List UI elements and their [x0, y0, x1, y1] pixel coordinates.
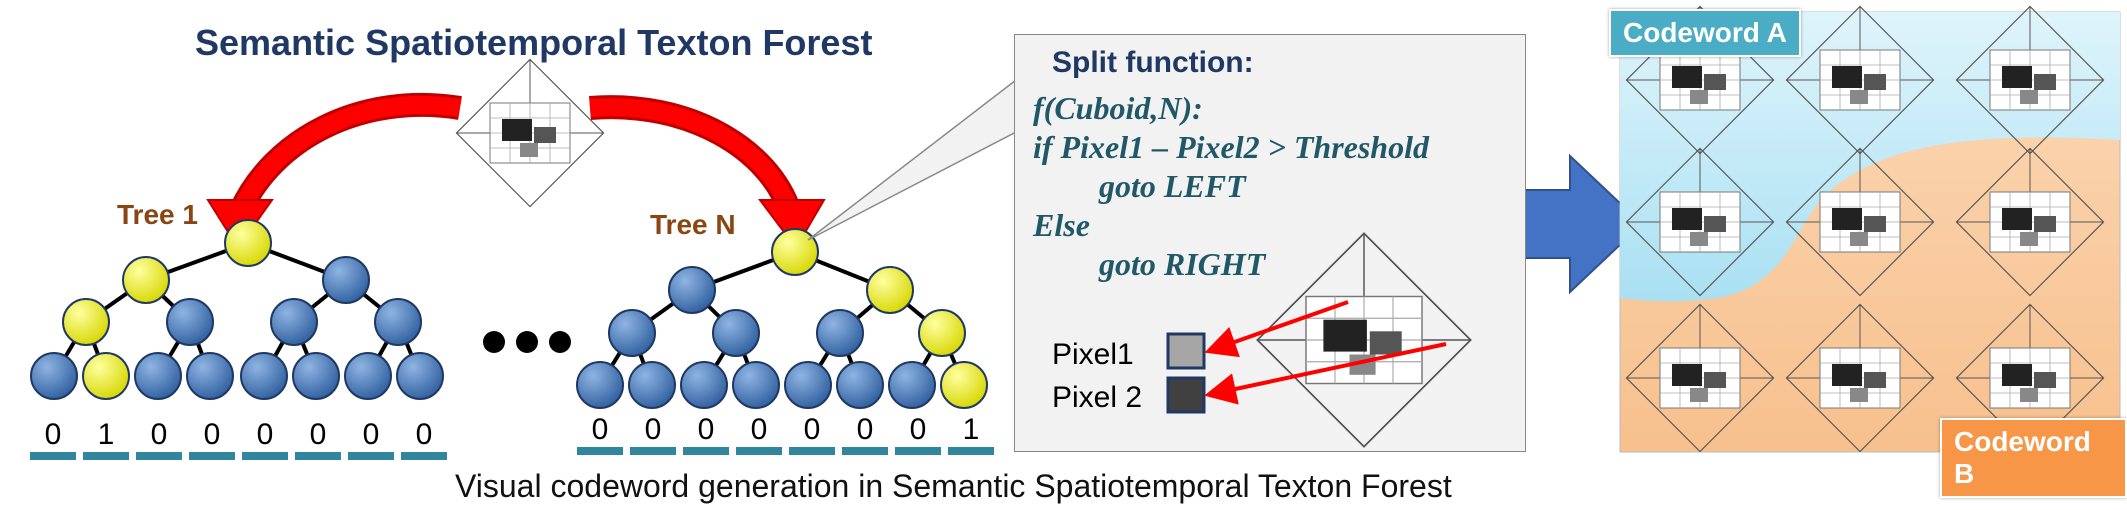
tree1-node-l2c	[270, 298, 318, 346]
tree1-bit: 0	[362, 418, 380, 451]
treeN-leaf-8	[940, 361, 988, 409]
tree1-node-l1a	[122, 256, 170, 304]
treeN-bit-bars	[577, 447, 994, 455]
tree1-nodes	[30, 219, 444, 400]
treeN-node-l2a	[608, 309, 656, 357]
top-cuboid	[455, 58, 605, 208]
pixel2-label: Pixel 2	[1052, 381, 1143, 414]
tree1-bit: 1	[97, 418, 115, 451]
treeN-node-root	[771, 228, 819, 276]
treeN-node-l2d	[918, 309, 966, 357]
tree1-leaf-7	[344, 352, 392, 400]
split-code-line: Else	[1033, 207, 1090, 243]
treeN-label: Tree N	[650, 209, 736, 240]
tree1-leaf-4	[186, 352, 234, 400]
pixel1-label: Pixel1	[1052, 338, 1134, 371]
treeN-leaf-2	[628, 361, 676, 409]
treeN-leaf-3	[680, 361, 728, 409]
tree1-bit: 0	[150, 418, 168, 451]
treeN-node-l2c	[816, 309, 864, 357]
ellipsis-dots	[483, 331, 571, 353]
arrow-to-treeN-head	[758, 199, 826, 250]
treeN-leaf-1	[576, 361, 624, 409]
codeword-b-badge: Codeword B	[1940, 418, 2127, 498]
tree1-node-l2a	[62, 298, 110, 346]
tree1-node-l2b	[166, 298, 214, 346]
tree1-node-l2d	[374, 298, 422, 346]
treeN-bit: 0	[803, 413, 821, 446]
tree1-node-root	[224, 219, 272, 267]
treeN-node-l2b	[712, 309, 760, 357]
codeword-a-badge: Codeword A	[1609, 9, 1801, 57]
tree1-leaf-1	[30, 352, 78, 400]
tree1-leaf-6	[292, 352, 340, 400]
treeN-leaf-6	[836, 361, 884, 409]
tree1-label: Tree 1	[117, 199, 198, 230]
callout-pointer	[807, 78, 1017, 241]
treeN-leaf-7	[888, 361, 936, 409]
tree1-bit: 0	[309, 418, 327, 451]
tree1-bit: 0	[203, 418, 221, 451]
treeN-bit: 0	[856, 413, 874, 446]
split-function-heading: Split function:	[1052, 46, 1254, 79]
treeN-leaf-4	[732, 361, 780, 409]
treeN-bit: 0	[697, 413, 715, 446]
tree1-bit: 0	[415, 418, 433, 451]
split-code-line: f(Cuboid,N):	[1033, 90, 1203, 126]
treeN-node-l1a	[668, 266, 716, 314]
treeN-bit: 0	[644, 413, 662, 446]
tree1-leaf-8	[396, 352, 444, 400]
treeN-bit: 0	[909, 413, 927, 446]
treeN-leaf-5	[784, 361, 832, 409]
treeN-node-l1b	[866, 266, 914, 314]
treeN-bit: 0	[750, 413, 768, 446]
tree1-leaf-3	[134, 352, 182, 400]
split-code-line: if Pixel1 – Pixel2 > Threshold	[1033, 129, 1429, 165]
codeword-cuboids	[1625, 5, 2105, 453]
arrow-to-treeN-inner	[589, 98, 799, 216]
split-code-line: goto LEFT	[1099, 168, 1246, 204]
tree1-leaf-2	[82, 352, 130, 400]
arrow-to-tree1-inner	[231, 95, 462, 216]
treeN-nodes	[576, 228, 988, 409]
treeN-bit: 0	[591, 413, 609, 446]
treeN-bit: 1	[962, 413, 980, 446]
figure-caption: Visual codeword generation in Semantic S…	[455, 468, 1452, 504]
tree1-bit: 0	[44, 418, 62, 451]
tree1-node-l1b	[322, 256, 370, 304]
diagram-title: Semantic Spatiotemporal Texton Forest	[195, 22, 873, 63]
split-code-line: goto RIGHT	[1099, 246, 1266, 282]
tree1-bit: 0	[256, 418, 274, 451]
tree1-bit-bars	[30, 452, 447, 460]
tree1-leaf-5	[240, 352, 288, 400]
